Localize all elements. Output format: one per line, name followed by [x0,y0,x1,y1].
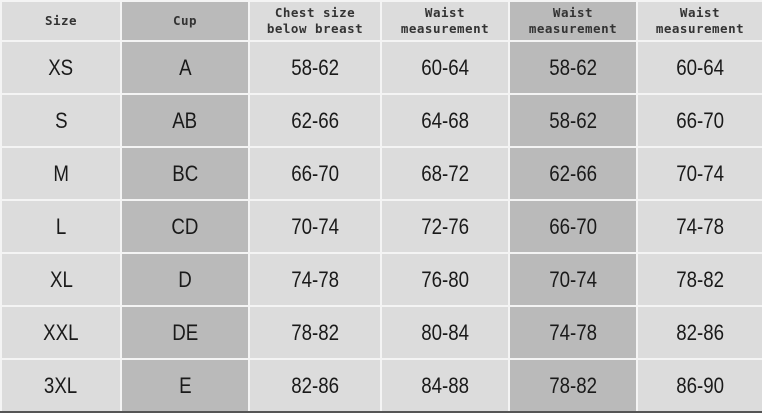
table-row: S AB 62-66 64-68 58-62 66-70 [0,93,762,148]
cell-text: 3XL [44,372,78,398]
table-cell-size: L [0,199,122,254]
cell-text: D [178,266,192,292]
cell-text: 78-82 [676,266,724,292]
column-header-size: Size [0,0,122,42]
column-header-chest-size: Chest size below breast [248,0,382,42]
cell-text: 72-76 [421,213,469,239]
cell-text: 82-86 [291,372,339,398]
table-cell-size: XL [0,252,122,307]
table-cell-waist-3: 82-86 [636,305,762,360]
table-cell-chest-size: 66-70 [248,146,382,201]
cell-text: 78-82 [549,372,597,398]
table-row: L CD 70-74 72-76 66-70 74-78 [0,199,762,254]
column-header-waist-2: Waist measurement [508,0,638,42]
table-row: XXL DE 78-82 80-84 74-78 82-86 [0,305,762,360]
table-cell-waist-2: 70-74 [508,252,638,307]
cell-text: 80-84 [421,319,469,345]
cell-text: 66-70 [291,160,339,186]
cell-text: S [54,107,68,133]
table-row: M BC 66-70 68-72 62-66 70-74 [0,146,762,201]
column-header-cup: Cup [120,0,250,42]
cell-text: 70-74 [676,160,724,186]
cell-text: 70-74 [291,213,339,239]
table-cell-waist-3: 70-74 [636,146,762,201]
cell-text: 62-66 [291,107,339,133]
cell-text: XL [49,266,73,292]
table-cell-waist-3: 86-90 [636,358,762,413]
table-cell-waist-3: 74-78 [636,199,762,254]
table-cell-cup: E [120,358,250,413]
table-cell-size: S [0,93,122,148]
table-cell-waist-2: 58-62 [508,40,638,95]
column-header-waist-3: Waist measurement [636,0,762,42]
table-cell-waist-2: 58-62 [508,93,638,148]
table-cell-cup: DE [120,305,250,360]
table-cell-cup: AB [120,93,250,148]
cell-text: 58-62 [549,107,597,133]
table-cell-chest-size: 82-86 [248,358,382,413]
table-cell-waist-1: 64-68 [380,93,510,148]
table-cell-waist-1: 68-72 [380,146,510,201]
table-cell-waist-2: 78-82 [508,358,638,413]
cell-text: 76-80 [421,266,469,292]
table-cell-cup: CD [120,199,250,254]
cell-text: 74-78 [676,213,724,239]
cell-text: CD [171,213,199,239]
cell-text: XS [48,54,74,80]
table-cell-waist-1: 72-76 [380,199,510,254]
table-cell-waist-1: 76-80 [380,252,510,307]
cell-text: L [55,213,67,239]
table-cell-chest-size: 58-62 [248,40,382,95]
table-row: XS A 58-62 60-64 58-62 60-64 [0,40,762,95]
cell-text: 66-70 [549,213,597,239]
table-cell-cup: A [120,40,250,95]
cell-text: BC [172,160,198,186]
table-cell-chest-size: 78-82 [248,305,382,360]
table-cell-waist-2: 62-66 [508,146,638,201]
table-cell-waist-2: 66-70 [508,199,638,254]
table-cell-waist-1: 60-64 [380,40,510,95]
table-cell-chest-size: 74-78 [248,252,382,307]
column-header-waist-1: Waist measurement [380,0,510,42]
cell-text: AB [172,107,198,133]
cell-text: 64-68 [421,107,469,133]
table-cell-waist-1: 80-84 [380,305,510,360]
cell-text: 68-72 [421,160,469,186]
table-cell-chest-size: 62-66 [248,93,382,148]
cell-text: 58-62 [291,54,339,80]
cell-text: 62-66 [549,160,597,186]
table-cell-size: XS [0,40,122,95]
table-cell-size: XXL [0,305,122,360]
table-row: XL D 74-78 76-80 70-74 78-82 [0,252,762,307]
table-cell-cup: D [120,252,250,307]
cell-text: 74-78 [549,319,597,345]
cell-text: 58-62 [549,54,597,80]
table-cell-waist-3: 78-82 [636,252,762,307]
table-cell-size: 3XL [0,358,122,413]
table-cell-waist-1: 84-88 [380,358,510,413]
cell-text: 60-64 [676,54,724,80]
cell-text: XXL [43,319,79,345]
cell-text: 66-70 [676,107,724,133]
cell-text: 60-64 [421,54,469,80]
table-cell-waist-3: 60-64 [636,40,762,95]
cell-text: A [178,54,192,80]
table-cell-waist-3: 66-70 [636,93,762,148]
cell-text: 86-90 [676,372,724,398]
cell-text: E [178,372,192,398]
table-cell-cup: BC [120,146,250,201]
cell-text: 78-82 [291,319,339,345]
cell-text: 74-78 [291,266,339,292]
table-cell-waist-2: 74-78 [508,305,638,360]
cell-text: 70-74 [549,266,597,292]
table-cell-size: M [0,146,122,201]
table-cell-chest-size: 70-74 [248,199,382,254]
header-row: Size Cup Chest size below breast Waist measur… [0,0,762,42]
cell-text: 82-86 [676,319,724,345]
cell-text: M [53,160,69,186]
cell-text: 84-88 [421,372,469,398]
table-row: 3XL E 82-86 84-88 78-82 86-90 [0,358,762,413]
cell-text: DE [172,319,198,345]
